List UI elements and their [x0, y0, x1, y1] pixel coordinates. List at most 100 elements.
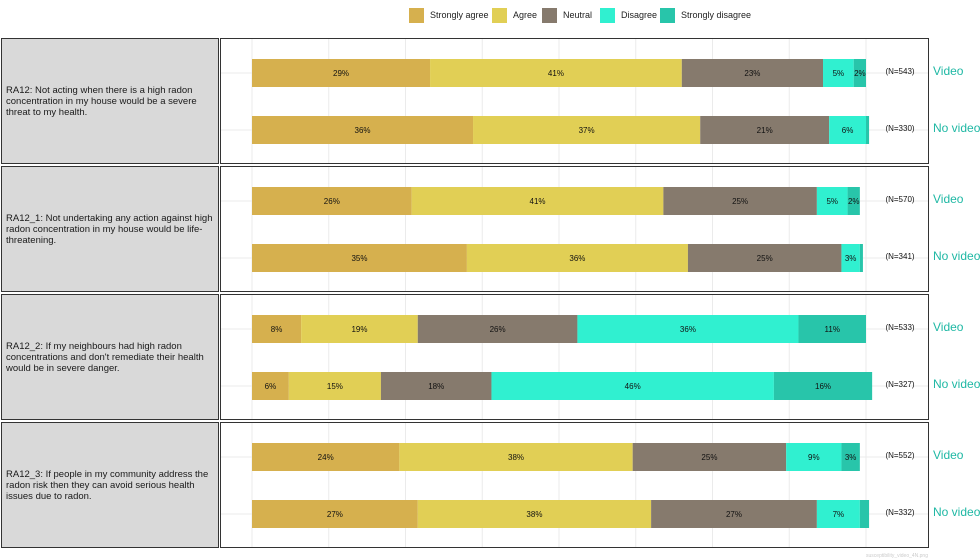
- bar-data-label: 2%: [854, 69, 866, 78]
- legend-swatch: [660, 7, 675, 23]
- bar-segment: [417, 315, 578, 343]
- group-axis-label: No video: [933, 121, 980, 135]
- bar-segment: [823, 59, 854, 87]
- legend-item: Neutral: [542, 6, 592, 24]
- bar-segment: [252, 315, 302, 343]
- panel-question-text: RA12_3: If people in my community addres…: [6, 468, 209, 502]
- bar-data-label: 25%: [732, 197, 748, 206]
- sample-size-label: (N=341): [885, 252, 915, 261]
- bar-segment: [841, 244, 860, 272]
- bar-segment: [829, 116, 866, 144]
- bar-segment: [866, 116, 870, 144]
- bar-data-label: 25%: [757, 254, 773, 263]
- legend-swatch: [600, 7, 615, 23]
- bar-data-label: 19%: [351, 325, 367, 334]
- bar-segment: [288, 372, 381, 400]
- panel-bars-svg: 24% 38% 25% 9% 3% 27% 38% 27% 7%: [221, 423, 928, 547]
- bar-data-label: 26%: [490, 325, 506, 334]
- bar-segment: [700, 116, 830, 144]
- group-axis-label: Video: [933, 448, 964, 462]
- legend-label: Strongly disagree: [681, 10, 752, 20]
- bar-segment: [651, 500, 817, 528]
- bar-data-label: 5%: [833, 69, 845, 78]
- bar-segment: [380, 372, 492, 400]
- bar-data-label: 38%: [526, 510, 542, 519]
- panel-plot-area: 8% 19% 26% 36% 11% 6% 15% 18% 46% 16%: [220, 294, 929, 420]
- panel-bars-svg: 26% 41% 25% 5% 2% 35% 36% 25% 3%: [221, 167, 928, 291]
- panel-bars-svg: 8% 19% 26% 36% 11% 6% 15% 18% 46% 16%: [221, 295, 928, 419]
- bar-data-label: 29%: [333, 69, 349, 78]
- bar-segment: [841, 443, 860, 471]
- bar-data-label: 41%: [548, 69, 564, 78]
- panel-question-text: RA12_1: Not undertaking any action again…: [6, 212, 213, 246]
- bar-data-label: 3%: [845, 453, 857, 462]
- legend-label: Disagree: [621, 10, 658, 20]
- bar-data-label: 2%: [848, 197, 860, 206]
- panel-strip-label: RA12_3: If people in my community addres…: [1, 422, 219, 548]
- panel-question-text: RA12_2: If my neighbours had high radon …: [6, 340, 204, 374]
- legend-item: Agree: [492, 6, 537, 24]
- group-axis-label: Video: [933, 64, 964, 78]
- panel-plot-area: 29% 41% 23% 5% 2% 36% 37% 21% 6%: [220, 38, 929, 164]
- group-axis-label: No video: [933, 249, 980, 263]
- bar-data-label: 46%: [625, 382, 641, 391]
- sample-size-label: (N=330): [885, 124, 915, 133]
- panel-strip-label: RA12_1: Not undertaking any action again…: [1, 166, 219, 292]
- bar-data-label: 3%: [845, 254, 857, 263]
- legend-swatch: [492, 7, 507, 23]
- bar-segment: [252, 372, 289, 400]
- bar-segment: [417, 500, 652, 528]
- bar-data-label: 15%: [327, 382, 343, 391]
- group-axis-label: Video: [933, 192, 964, 206]
- bar-segment: [252, 116, 474, 144]
- group-axis-label: Video: [933, 320, 964, 334]
- bar-data-label: 16%: [815, 382, 831, 391]
- bar-segment: [816, 187, 848, 215]
- bar-segment: [252, 187, 412, 215]
- bar-data-label: 8%: [271, 325, 283, 334]
- sample-size-label: (N=327): [885, 380, 915, 389]
- legend-item: Strongly disagree: [660, 6, 751, 24]
- bar-data-label: 6%: [842, 126, 854, 135]
- bar-data-label: 11%: [825, 325, 840, 334]
- bar-segment: [491, 372, 774, 400]
- bar-segment: [853, 59, 866, 87]
- panel-plot-area: 26% 41% 25% 5% 2% 35% 36% 25% 3%: [220, 166, 929, 292]
- bar-segment: [773, 372, 873, 400]
- bar-data-label: 25%: [701, 453, 717, 462]
- bar-segment: [252, 59, 431, 87]
- legend-swatch: [542, 7, 557, 23]
- bar-segment: [687, 244, 842, 272]
- bar-data-label: 24%: [318, 453, 334, 462]
- chart-caption: susceptibility_video_4N.png: [866, 553, 928, 559]
- bar-segment: [473, 116, 701, 144]
- bar-segment: [430, 59, 682, 87]
- bar-data-label: 36%: [569, 254, 585, 263]
- panel-plot-area: 24% 38% 25% 9% 3% 27% 38% 27% 7%: [220, 422, 929, 548]
- bar-segment: [632, 443, 787, 471]
- bar-segment: [252, 443, 400, 471]
- bar-segment: [847, 187, 860, 215]
- sample-size-label: (N=552): [885, 451, 915, 460]
- legend-item: Disagree: [600, 6, 657, 24]
- sample-size-label: (N=533): [885, 323, 915, 332]
- bar-data-label: 41%: [530, 197, 546, 206]
- legend-swatch: [409, 7, 424, 23]
- legend-label: Agree: [513, 10, 538, 20]
- bar-segment: [663, 187, 817, 215]
- group-axis-label: No video: [933, 505, 980, 519]
- bar-data-label: 7%: [833, 510, 845, 519]
- bar-data-label: 23%: [744, 69, 760, 78]
- bar-segment: [786, 443, 842, 471]
- bar-data-label: 27%: [726, 510, 742, 519]
- bar-data-label: 9%: [808, 453, 820, 462]
- chart-legend: Strongly agree Agree Neutral Disagree Strong…: [0, 6, 980, 24]
- group-axis-label: No video: [933, 377, 980, 391]
- bar-data-label: 18%: [428, 382, 444, 391]
- bar-data-label: 36%: [680, 325, 696, 334]
- bar-segment: [798, 315, 866, 343]
- bar-segment: [859, 244, 863, 272]
- sample-size-label: (N=570): [885, 195, 915, 204]
- legend-item: Strongly agree: [409, 6, 489, 24]
- panel-bars-svg: 29% 41% 23% 5% 2% 36% 37% 21% 6%: [221, 39, 928, 163]
